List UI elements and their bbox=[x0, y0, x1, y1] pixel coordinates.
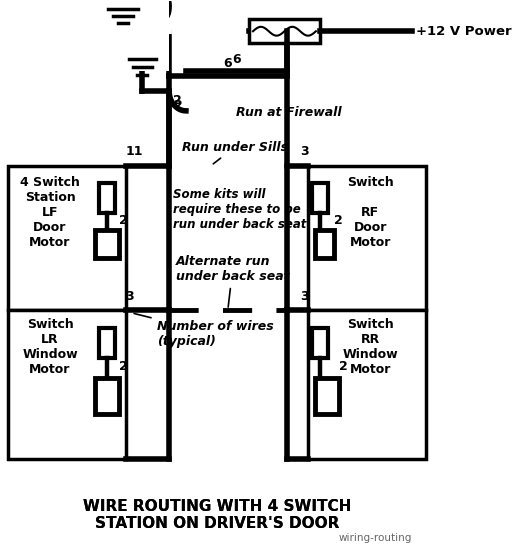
Bar bbox=[111, 1, 169, 71]
Text: WIRE ROUTING WITH 4 SWITCH
STATION ON DRIVER'S DOOR: WIRE ROUTING WITH 4 SWITCH STATION ON DR… bbox=[83, 499, 351, 532]
Text: Run at Firewall: Run at Firewall bbox=[236, 106, 342, 128]
Text: 6: 6 bbox=[224, 57, 232, 70]
Text: Alternate run
under back seat: Alternate run under back seat bbox=[176, 255, 289, 307]
Bar bbox=[315, 230, 334, 258]
Text: Some kits will
require these to be
run under back seat: Some kits will require these to be run u… bbox=[173, 188, 307, 231]
Text: 2: 2 bbox=[334, 214, 342, 227]
Text: 4 Switch
Station
LF
Door
Motor: 4 Switch Station LF Door Motor bbox=[20, 176, 80, 249]
Text: 2: 2 bbox=[339, 360, 347, 373]
Text: 3: 3 bbox=[300, 145, 308, 157]
Text: Switch

RF
Door
Motor: Switch RF Door Motor bbox=[347, 176, 394, 249]
Text: 3: 3 bbox=[125, 290, 134, 303]
Bar bbox=[249, 19, 320, 43]
Text: Number of wires
(typical): Number of wires (typical) bbox=[134, 314, 273, 348]
Text: Switch
RR
Window
Motor: Switch RR Window Motor bbox=[343, 318, 398, 376]
Bar bbox=[8, 166, 125, 310]
Bar bbox=[95, 378, 119, 414]
Bar bbox=[308, 310, 426, 459]
Text: WIRE ROUTING WITH 4 SWITCH
STATION ON DRIVER'S DOOR: WIRE ROUTING WITH 4 SWITCH STATION ON DR… bbox=[83, 499, 351, 532]
Bar bbox=[311, 327, 328, 358]
Text: Switch
LR
Window
Motor: Switch LR Window Motor bbox=[22, 318, 78, 376]
Text: Run under Sills: Run under Sills bbox=[182, 141, 288, 164]
Bar bbox=[311, 183, 328, 214]
Text: 3: 3 bbox=[300, 290, 308, 303]
Text: 2: 2 bbox=[119, 360, 127, 373]
Bar bbox=[95, 230, 119, 258]
Text: wiring-routing: wiring-routing bbox=[339, 533, 412, 543]
Text: +12 V Power: +12 V Power bbox=[416, 24, 511, 38]
Text: 2: 2 bbox=[119, 214, 127, 227]
Text: 6: 6 bbox=[232, 53, 241, 66]
Text: 2: 2 bbox=[173, 95, 182, 107]
Text: 2: 2 bbox=[174, 100, 183, 112]
Bar bbox=[308, 166, 426, 310]
Bar bbox=[315, 378, 339, 414]
Text: 11: 11 bbox=[125, 145, 143, 157]
Bar bbox=[99, 183, 116, 214]
Bar bbox=[99, 327, 116, 358]
Bar bbox=[8, 310, 125, 459]
